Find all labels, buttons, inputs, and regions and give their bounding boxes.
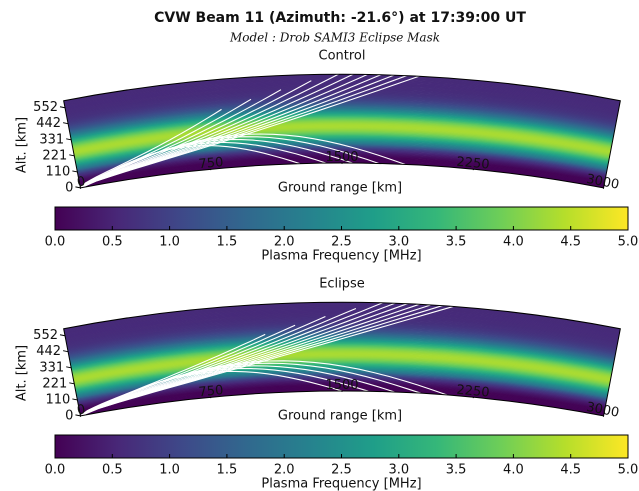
ray-trace <box>80 307 357 416</box>
ray-trace <box>80 302 419 416</box>
ray-trace <box>80 80 312 188</box>
colorbar-tick-label: 1.5 <box>217 463 238 478</box>
x-tick-label: 0 <box>76 174 87 190</box>
x-tick-label: 3000 <box>585 172 620 193</box>
colorbar-tick-label: 4.5 <box>560 235 581 250</box>
ray-trace <box>80 74 533 188</box>
colorbar-tick-label: 1.5 <box>217 235 238 250</box>
ray-trace <box>80 108 222 188</box>
colorbar-tick-label: 0.5 <box>102 235 123 250</box>
colorbar-label: Plasma Frequency [MHz] <box>261 477 421 491</box>
colorbar-tick-label: 1.0 <box>159 463 180 478</box>
y-tick-label: 331 <box>39 360 64 375</box>
x-tick-label: 1500 <box>325 150 358 165</box>
colorbar-tick-label: 2.0 <box>274 235 295 250</box>
y-axis-label: Alt. [km] <box>15 345 30 401</box>
y-tick <box>66 138 72 141</box>
ray-trace <box>80 333 266 416</box>
y-tick-label: 442 <box>36 116 61 131</box>
y-tick <box>69 154 75 157</box>
colorbar-tick-label: 4.5 <box>560 463 581 478</box>
y-tick-label: 331 <box>39 132 64 147</box>
ray-trace <box>80 302 388 416</box>
colorbar-tick-label: 0.0 <box>45 463 66 478</box>
y-tick <box>72 398 78 401</box>
ray-trace <box>80 315 326 416</box>
colorbar-tick-label: 4.0 <box>503 463 524 478</box>
y-tick-label: 0 <box>65 408 73 423</box>
fan-frame <box>63 301 621 417</box>
x-tick-label: 0 <box>76 402 87 418</box>
y-tick <box>62 122 69 125</box>
fan-plot <box>63 302 621 416</box>
figure-subtitle: Model : Drob SAMI3 Eclipse Mask <box>229 31 440 45</box>
colorbar-tick-label: 0.5 <box>102 463 123 478</box>
panel-title: Control <box>319 49 366 64</box>
y-tick-label: 0 <box>65 180 73 195</box>
colorbar-tick-label: 2.5 <box>331 463 352 478</box>
x-tick-label: 1500 <box>325 378 358 393</box>
y-tick-label: 552 <box>33 328 58 343</box>
colorbar-label: Plasma Frequency [MHz] <box>261 249 421 264</box>
fan-plot <box>63 74 621 188</box>
ray-trace <box>80 74 374 188</box>
y-tick-label: 110 <box>46 164 71 179</box>
ray-trace <box>80 74 405 188</box>
ray-trace <box>80 302 579 416</box>
colorbar-tick-label: 3.5 <box>446 463 467 478</box>
y-tick <box>59 106 66 109</box>
ray-trace <box>80 89 282 188</box>
colorbar-tick-label: 1.0 <box>159 235 180 250</box>
y-tick <box>75 186 81 189</box>
fan-frame <box>63 73 621 189</box>
x-axis-label: Ground range [km] <box>278 409 402 424</box>
ray-trace <box>80 74 437 188</box>
ray-trace <box>80 98 252 188</box>
y-tick <box>75 414 81 417</box>
colorbar-tick-label: 2.0 <box>274 463 295 478</box>
colorbar-tick-label: 3.5 <box>446 235 467 250</box>
y-tick-label: 552 <box>33 100 58 115</box>
figure-title: CVW Beam 11 (Azimuth: -21.6°) at 17:39:0… <box>154 10 526 26</box>
y-tick-label: 221 <box>42 148 67 163</box>
colorbar-tick-label: 0.0 <box>45 235 66 250</box>
y-tick <box>59 334 66 337</box>
colorbar-tick-label: 3.0 <box>388 235 409 250</box>
x-tick-label: 2250 <box>456 155 490 173</box>
x-tick-label: 2250 <box>456 383 490 401</box>
colorbar-tick-label: 3.0 <box>388 463 409 478</box>
y-tick <box>72 170 78 173</box>
y-tick-label: 221 <box>42 376 67 391</box>
x-tick-label: 750 <box>198 383 224 400</box>
x-axis-label: Ground range [km] <box>278 181 402 196</box>
ray-trace <box>80 74 343 188</box>
ray-trace <box>80 324 296 416</box>
colorbar-tick-label: 5.0 <box>618 235 639 250</box>
x-tick-label: 750 <box>198 155 224 172</box>
colorbar-tick-label: 2.5 <box>331 235 352 250</box>
y-tick-label: 442 <box>36 344 61 359</box>
y-tick <box>66 366 72 369</box>
colorbar-tick-label: 5.0 <box>618 463 639 478</box>
panel-title: Eclipse <box>319 277 365 292</box>
x-tick-label: 3000 <box>585 400 620 421</box>
colorbar-tick-label: 4.0 <box>503 235 524 250</box>
y-tick <box>69 382 75 385</box>
y-tick-label: 110 <box>46 392 71 407</box>
y-axis-label: Alt. [km] <box>15 117 30 173</box>
y-tick <box>62 350 69 353</box>
